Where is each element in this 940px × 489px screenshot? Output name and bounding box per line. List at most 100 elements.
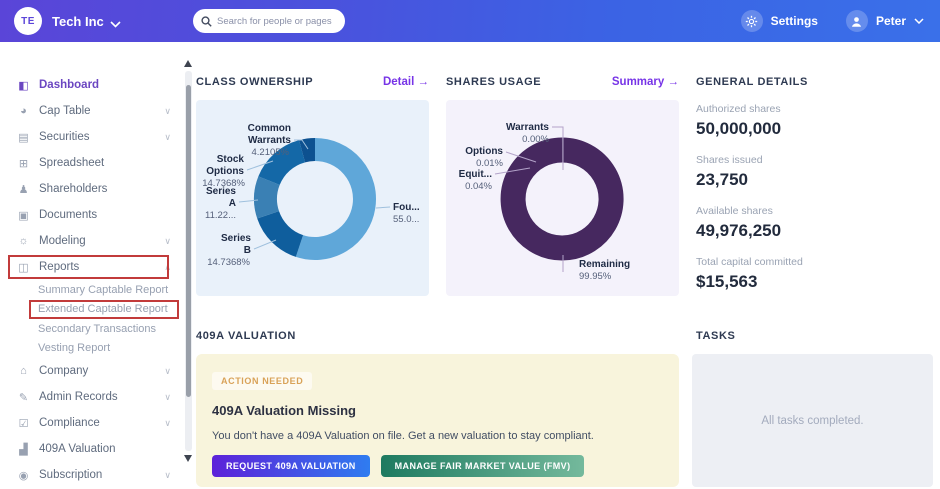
sidebar-item-subscription[interactable]: ◉ Subscription ∨: [0, 462, 184, 488]
donut-label: 11.22...: [205, 210, 236, 221]
label-leader-line: [238, 199, 259, 203]
scrollbar-thumb[interactable]: [185, 85, 191, 397]
donut-slice-series-a[interactable]: [254, 176, 280, 219]
gear-icon: [740, 10, 763, 32]
label-leader-line: [552, 126, 564, 170]
donut-label: Options: [206, 166, 244, 177]
donut-label: 4.2105%: [251, 147, 289, 158]
manage-fmv-button[interactable]: MANAGE FAIR MARKET VALUE (FMV): [380, 455, 585, 477]
chevron-down-icon: [914, 18, 924, 24]
chevron-down-icon[interactable]: ∨: [164, 365, 171, 376]
donut-slice-series-b[interactable]: [257, 210, 304, 257]
sidebar-item-shareholders[interactable]: ♟ Shareholders: [0, 176, 184, 202]
annotation-red-box: [8, 255, 169, 279]
donut-slice-stock-options[interactable]: [258, 140, 306, 186]
modeling-icon: ☼: [18, 235, 29, 247]
donut-label: Warrants: [506, 122, 549, 133]
scroll-down-arrow-icon[interactable]: [184, 455, 192, 462]
sidebar-scrollbar[interactable]: [184, 60, 192, 462]
donut-label: Warrants: [248, 135, 291, 146]
sidebar-subitem-secondary-transactions[interactable]: Secondary Transactions: [38, 322, 157, 335]
chevron-up-icon[interactable]: ∧: [164, 261, 171, 272]
general-details-stats: Authorized shares 50,000,000 Shares issued…: [696, 103, 933, 307]
company-avatar[interactable]: TE: [14, 7, 42, 35]
chevron-down-icon[interactable]: ∨: [164, 235, 171, 246]
sidebar-subitem-extended-captable-report[interactable]: Extended Captable Report: [0, 299, 184, 319]
tasks-empty-text: All tasks completed.: [761, 414, 864, 427]
donut-label: 14.7368%: [207, 257, 250, 268]
spreadsheet-icon: ⊞: [18, 157, 29, 170]
dashboard-icon: ◧: [18, 79, 29, 92]
donut-label: A: [229, 198, 236, 209]
class-ownership-detail-link[interactable]: Detail →: [382, 76, 429, 88]
donut-slice-founders[interactable]: [295, 138, 376, 260]
sidebar-subitem-summary-captable-report[interactable]: Summary Captable Report: [38, 283, 169, 296]
shares-usage-summary-link[interactable]: Summary →: [611, 76, 680, 88]
label-leader-line: [253, 239, 277, 250]
sidebar-item-company[interactable]: ⌂ Company ∨: [0, 358, 184, 384]
tasks-title: TASKS: [696, 330, 736, 342]
class-ownership-donut[interactable]: CommonWarrants4.2105%StockOptions14.7368…: [196, 100, 429, 296]
sidebar: ◧ Dashboard ◕ Cap Table ∨ ▤ Securities ∨ ⊞ Spread…: [0, 42, 184, 489]
sidebar-item-reports[interactable]: ◫ Reports ∧: [0, 254, 184, 280]
valuation-body-text: You don't have a 409A Valuation on file.…: [212, 430, 594, 442]
donut-label: 55.0...: [393, 214, 419, 225]
donut-slice-remaining[interactable]: [500, 137, 624, 261]
sidebar-item-securities[interactable]: ▤ Securities ∨: [0, 124, 184, 150]
label-leader-line: [505, 151, 537, 163]
class-ownership-title: CLASS OWNERSHIP: [196, 76, 314, 88]
sidebar-item-spreadsheet[interactable]: ⊞ Spreadsheet: [0, 150, 184, 176]
sidebar-item-compliance[interactable]: ☑ Compliance ∨: [0, 410, 184, 436]
chevron-down-icon[interactable]: [110, 15, 121, 33]
class-ownership-chart-panel: Common Warrants 4.2105% Stock Options 14.7368…: [196, 100, 429, 296]
sidebar-item-admin-records[interactable]: ✎ Admin Records ∨: [0, 384, 184, 410]
donut-label: Equit...: [459, 169, 493, 180]
action-needed-badge: ACTION NEEDED: [212, 372, 313, 390]
donut-label: 99.95%: [579, 271, 612, 282]
chevron-down-icon[interactable]: ∨: [164, 391, 171, 402]
topbar: TE Tech Inc Settings: [0, 0, 940, 42]
chevron-down-icon[interactable]: ∨: [164, 131, 171, 142]
stat-available-shares: Available shares 49,976,250: [696, 205, 782, 240]
captable-icon: ◕: [20, 105, 27, 117]
donut-slice-common-warrants[interactable]: [299, 138, 316, 163]
sidebar-item-cap-table[interactable]: ◕ Cap Table ∨: [0, 98, 184, 124]
donut-label: 14.7368%: [202, 178, 245, 189]
chevron-down-icon[interactable]: ∨: [164, 417, 171, 428]
search-icon: [201, 15, 212, 27]
admin-records-icon: ✎: [18, 391, 29, 404]
sidebar-item-documents[interactable]: ▣ Documents: [0, 202, 184, 228]
search-bar[interactable]: [193, 9, 345, 33]
request-409a-valuation-button[interactable]: REQUEST 409A VALUATION: [212, 455, 370, 477]
valuation-icon: ▟: [19, 443, 28, 456]
general-details-title: GENERAL DETAILS: [696, 76, 808, 88]
scrollbar-track[interactable]: [184, 71, 192, 451]
sidebar-item-modeling[interactable]: ☼ Modeling ∨: [0, 228, 184, 254]
company-name[interactable]: Tech Inc: [52, 14, 104, 29]
arrow-right-icon: →: [667, 76, 680, 88]
search-input[interactable]: [217, 15, 337, 27]
valuation-title: 409A VALUATION: [196, 330, 296, 342]
donut-label: Stock: [217, 154, 245, 165]
compliance-icon: ☑: [18, 417, 29, 430]
label-leader-line: [246, 160, 274, 171]
chevron-down-icon[interactable]: ∨: [164, 469, 171, 480]
shares-usage-chart-panel: Warrants 0.00% Options 0.01% Equit... 0.04% Re…: [446, 100, 679, 296]
user-menu[interactable]: Peter: [845, 10, 924, 32]
sidebar-item-dashboard[interactable]: ◧ Dashboard: [0, 72, 184, 98]
sidebar-item-409a-valuation[interactable]: ▟ 409A Valuation: [0, 436, 184, 462]
sidebar-subitem-vesting-report[interactable]: Vesting Report: [38, 342, 111, 355]
chevron-down-icon[interactable]: ∨: [164, 105, 171, 116]
tasks-panel: All tasks completed.: [692, 354, 933, 487]
shares-usage-title: SHARES USAGE: [446, 76, 542, 88]
label-leader-line: [494, 167, 531, 175]
stat-total-capital-committed: Total capital committed $15,563: [696, 256, 803, 291]
donut-label: Remaining: [579, 259, 630, 270]
settings-button[interactable]: Settings: [740, 10, 818, 32]
scroll-up-arrow-icon[interactable]: [184, 60, 192, 67]
donut-label: Options: [465, 146, 503, 157]
user-name: Peter: [875, 14, 906, 28]
donut-label: Fou...: [393, 202, 420, 213]
company-icon: ⌂: [20, 365, 27, 377]
